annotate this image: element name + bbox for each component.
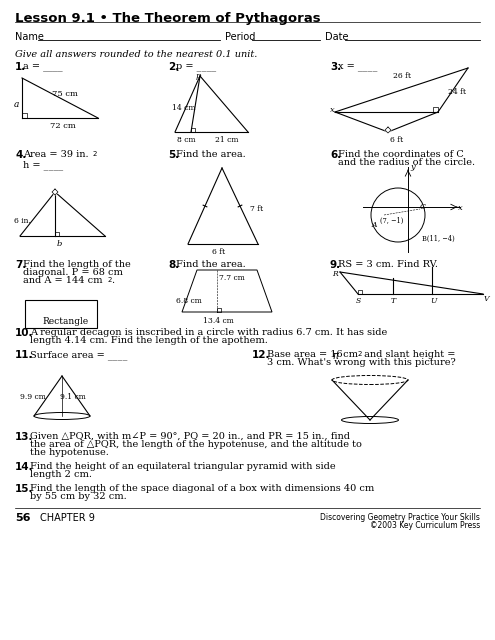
Text: 3.: 3. (330, 62, 341, 72)
Text: 7.: 7. (15, 260, 26, 270)
Text: 9.: 9. (330, 260, 341, 270)
Text: 9.9 cm: 9.9 cm (20, 393, 46, 401)
Text: A: A (372, 221, 378, 229)
Text: 7 ft: 7 ft (250, 205, 263, 213)
Text: B(11, −4): B(11, −4) (422, 235, 455, 243)
Text: 7.7 cm: 7.7 cm (219, 274, 245, 282)
Text: R: R (332, 270, 338, 278)
Text: a = ____: a = ____ (23, 62, 63, 71)
Text: 21 cm: 21 cm (215, 136, 239, 144)
Text: 26 ft: 26 ft (393, 72, 411, 80)
Text: V: V (484, 295, 490, 303)
Text: 8.: 8. (168, 260, 179, 270)
Text: S: S (356, 297, 361, 305)
Text: Rectangle: Rectangle (42, 317, 88, 326)
Text: 12.: 12. (252, 350, 270, 360)
Text: 13.4 cm: 13.4 cm (203, 317, 234, 325)
Text: and the radius of the circle.: and the radius of the circle. (338, 158, 475, 167)
Text: 56: 56 (15, 513, 31, 523)
Text: a: a (14, 100, 19, 109)
Text: length 2 cm.: length 2 cm. (30, 470, 92, 479)
Text: 15.: 15. (15, 484, 34, 494)
Text: 9.1 cm: 9.1 cm (60, 393, 86, 401)
Text: 6 in.: 6 in. (14, 217, 31, 225)
Text: Area = 39 in.: Area = 39 in. (23, 150, 89, 159)
Text: C: C (420, 203, 426, 211)
Text: p: p (196, 72, 201, 80)
Text: 24 ft: 24 ft (448, 88, 466, 96)
Text: Find the coordinates of C: Find the coordinates of C (338, 150, 464, 159)
Text: 72 cm: 72 cm (50, 122, 76, 130)
Text: cm: cm (340, 350, 358, 359)
Text: 2: 2 (358, 351, 362, 357)
Text: the hypotenuse.: the hypotenuse. (30, 448, 109, 457)
Text: 13.: 13. (15, 432, 34, 442)
Text: A regular decagon is inscribed in a circle with radius 6.7 cm. It has side: A regular decagon is inscribed in a circ… (30, 328, 387, 337)
Text: ©2003 Key Curriculum Press: ©2003 Key Curriculum Press (370, 521, 480, 530)
Text: x = ____: x = ____ (338, 62, 377, 71)
Text: Find the area.: Find the area. (176, 260, 246, 269)
Text: by 55 cm by 32 cm.: by 55 cm by 32 cm. (30, 492, 127, 501)
Text: 6.: 6. (330, 150, 341, 160)
Text: h = ____: h = ____ (23, 160, 63, 170)
Text: 75 cm: 75 cm (52, 90, 78, 98)
Text: Date: Date (325, 32, 348, 42)
Text: the area of △PQR, the length of the hypotenuse, and the altitude to: the area of △PQR, the length of the hypo… (30, 440, 362, 449)
Text: 10.: 10. (15, 328, 34, 338)
Text: 2: 2 (93, 151, 98, 157)
Text: and slant height =: and slant height = (361, 350, 455, 359)
Text: 8 cm: 8 cm (177, 136, 196, 144)
Text: Discovering Geometry Practice Your Skills: Discovering Geometry Practice Your Skill… (320, 513, 480, 522)
Text: x: x (458, 204, 463, 212)
Text: y: y (410, 163, 415, 171)
Text: Surface area = ____: Surface area = ____ (30, 350, 127, 360)
Text: 14 cm: 14 cm (172, 104, 196, 112)
Text: 5.: 5. (168, 150, 179, 160)
Text: 1.: 1. (15, 62, 26, 72)
Text: $\pi$: $\pi$ (332, 351, 340, 361)
Text: Give all answers rounded to the nearest 0.1 unit.: Give all answers rounded to the nearest … (15, 50, 257, 59)
Text: 2: 2 (108, 277, 112, 283)
Text: (7, −1): (7, −1) (380, 217, 403, 225)
Text: and A = 144 cm: and A = 144 cm (23, 276, 102, 285)
Text: Find the length of the: Find the length of the (23, 260, 131, 269)
Text: T: T (391, 297, 396, 305)
Text: 2.: 2. (168, 62, 179, 72)
Text: diagonal. P = 68 cm: diagonal. P = 68 cm (23, 268, 123, 277)
Text: b: b (57, 240, 62, 248)
Text: Lesson 9.1 • The Theorem of Pythagoras: Lesson 9.1 • The Theorem of Pythagoras (15, 12, 321, 25)
Text: 14.: 14. (15, 462, 34, 472)
Text: 3 cm. What's wrong with this picture?: 3 cm. What's wrong with this picture? (267, 358, 456, 367)
Text: U: U (430, 297, 437, 305)
Text: 11.: 11. (15, 350, 34, 360)
Text: 6 ft: 6 ft (390, 136, 403, 144)
Text: Base area = 16: Base area = 16 (267, 350, 343, 359)
Text: RS = 3 cm. Find RV.: RS = 3 cm. Find RV. (338, 260, 438, 269)
Text: x: x (330, 106, 335, 114)
Text: Find the area.: Find the area. (176, 150, 246, 159)
Text: 6.8 cm: 6.8 cm (176, 297, 202, 305)
Text: Name: Name (15, 32, 44, 42)
Polygon shape (385, 127, 391, 133)
Text: Find the length of the space diagonal of a box with dimensions 40 cm: Find the length of the space diagonal of… (30, 484, 374, 493)
Text: Given △PQR, with m∠P = 90°, PQ = 20 in., and PR = 15 in., find: Given △PQR, with m∠P = 90°, PQ = 20 in.,… (30, 432, 350, 441)
Text: CHAPTER 9: CHAPTER 9 (40, 513, 95, 523)
Text: Period: Period (225, 32, 255, 42)
Text: 6 ft: 6 ft (212, 248, 225, 256)
Bar (25, 300, 97, 328)
Text: .: . (111, 276, 114, 285)
Text: 4.: 4. (15, 150, 26, 160)
Text: p = ____: p = ____ (176, 62, 216, 71)
Text: length 4.14 cm. Find the length of the apothem.: length 4.14 cm. Find the length of the a… (30, 336, 268, 345)
Text: Find the height of an equilateral triangular pyramid with side: Find the height of an equilateral triang… (30, 462, 336, 471)
Polygon shape (52, 189, 58, 195)
